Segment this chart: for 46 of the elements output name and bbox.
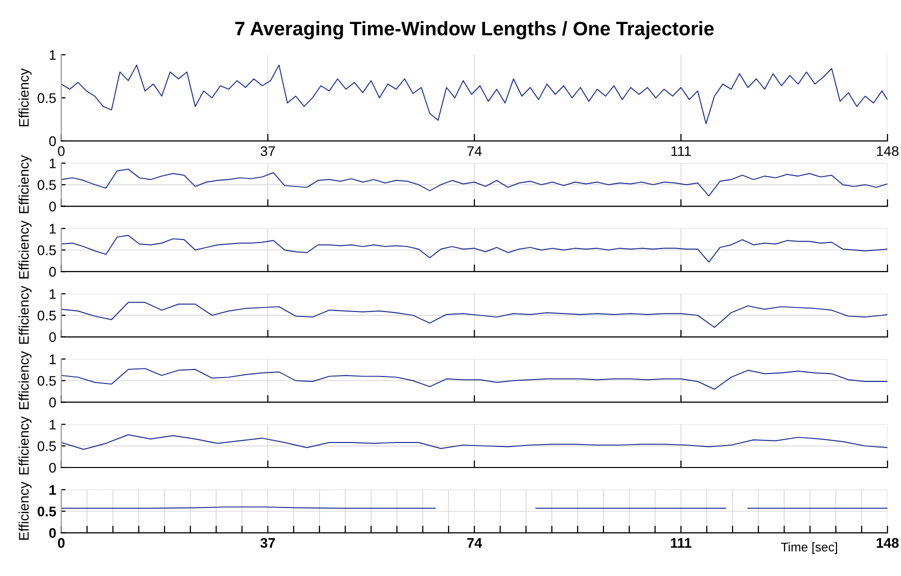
y-axis-title: Efficiency — [18, 68, 32, 126]
x-tick-label: 0 — [58, 146, 65, 156]
line-series — [61, 302, 888, 328]
x-axis-title: Time [sec] — [781, 542, 838, 554]
chart-title: 7 Averaging Time-Window Lengths / One Trajectorie — [235, 21, 714, 40]
x-tick-label: 37 — [260, 538, 275, 548]
y-tick-label: 1 — [50, 158, 56, 168]
y-tick-label: 1 — [50, 50, 56, 60]
x-tick-label: 148 — [876, 146, 898, 156]
y-tick-label: 0.5 — [38, 180, 56, 190]
line-series — [61, 234, 888, 263]
y-tick-label: 0 — [49, 462, 56, 473]
y-tick-label: 0.5 — [38, 506, 56, 516]
y-axis-title: Efficiency — [18, 286, 32, 344]
x-tick-label: 111 — [671, 146, 691, 156]
y-axis-title: Efficiency — [18, 416, 32, 474]
y-tick-label: 0 — [49, 202, 56, 212]
x-tick-label: 148 — [876, 538, 899, 548]
x-tick-label: 74 — [467, 538, 482, 548]
y-axis-title: Efficiency — [18, 482, 32, 540]
y-tick-label: 1 — [50, 224, 56, 234]
line-series — [61, 434, 888, 450]
y-tick-label: 0.5 — [38, 310, 56, 320]
y-tick-label: 0 — [49, 136, 56, 146]
line-series — [61, 168, 888, 196]
line-series — [61, 368, 888, 390]
y-tick-label: 1 — [50, 289, 56, 299]
line-series — [61, 64, 888, 124]
y-axis-title: Efficiency — [18, 351, 32, 410]
y-tick-label: 0.5 — [38, 441, 56, 452]
y-tick-label: 0 — [49, 332, 56, 342]
y-tick-label: 1 — [50, 485, 56, 495]
x-tick-label: 0 — [58, 538, 65, 548]
y-tick-label: 1 — [50, 420, 56, 430]
y-tick-label: 0.5 — [38, 245, 56, 256]
y-axis-title: Efficiency — [18, 155, 32, 214]
y-tick-label: 0 — [49, 398, 56, 408]
y-tick-label: 0 — [49, 266, 56, 277]
y-tick-label: 0.5 — [38, 376, 56, 386]
x-tick-label: 74 — [467, 146, 482, 156]
x-tick-label: 111 — [670, 538, 692, 548]
y-axis-title: Efficiency — [18, 220, 32, 278]
y-tick-label: 0 — [49, 528, 56, 538]
y-tick-label: 1 — [50, 354, 56, 364]
x-tick-label: 37 — [260, 146, 275, 156]
y-tick-label: 0.5 — [38, 93, 56, 104]
